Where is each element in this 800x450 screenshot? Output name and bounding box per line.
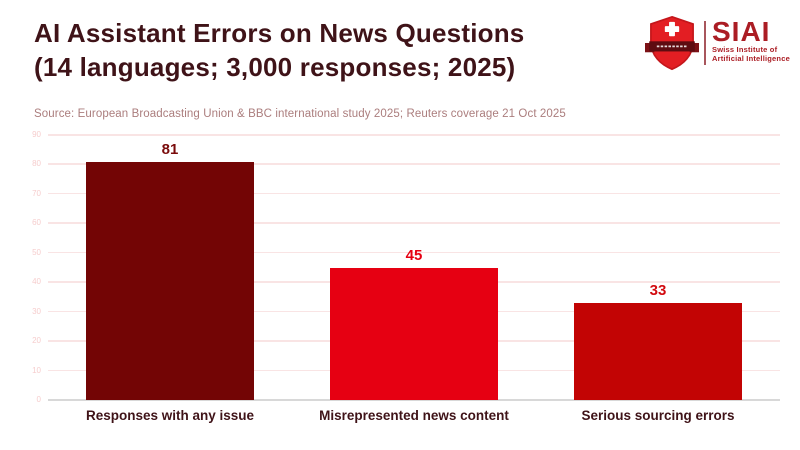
x-axis-labels: Responses with any issue Misrepresented n… [48,408,780,423]
gridline [48,251,780,254]
y-tick-label: 60 [32,218,41,228]
plot-area: 81 45 33 [48,134,780,401]
y-tick-label: 40 [32,277,41,287]
title-line-2: (14 languages; 3,000 responses; 2025) [34,52,516,82]
y-axis: 0 10 20 30 40 50 60 70 80 90 [0,130,44,404]
category-label: Misrepresented news content [319,408,509,423]
bar-value-label: 33 [649,281,667,299]
page-title: AI Assistant Errors on News Questions (1… [34,16,524,84]
ribbon-band [649,41,695,52]
logo-tagline-line-2: Artificial Intelligence [712,53,790,63]
category-label: Serious sourcing errors [581,408,735,423]
logo-tagline-line-1: Swiss Institute of [712,45,778,54]
bar-slot: 33 [536,135,780,400]
logo-acronym: SIAI [712,16,771,47]
gridline [48,163,780,165]
y-tick-label: 90 [32,130,41,139]
bar-value-label: 45 [405,246,423,264]
y-tick-label: 10 [32,365,41,375]
source-attribution: Source: European Broadcasting Union & BB… [34,108,566,120]
y-tick-label: 30 [32,306,41,316]
siai-shield-icon [645,15,699,71]
bar-value-label: 81 [161,140,179,158]
y-tick-label: 80 [32,159,41,169]
category-label: Responses with any issue [85,408,255,423]
y-tick-label: 20 [32,336,41,346]
siai-logo: SIAI Swiss Institute of Artificial Intel… [645,14,790,72]
title-line-1: AI Assistant Errors on News Questions [34,18,525,48]
bar-slot: 81 [48,135,292,400]
bar [86,161,254,400]
y-tick-label: 70 [32,188,41,198]
bars-container: 81 45 33 [48,135,780,400]
y-tick-label: 0 [36,395,41,404]
y-tick-label: 50 [32,247,41,257]
gridline [48,222,780,224]
gridline [48,192,780,195]
gridline [48,134,780,136]
bar-slot: 45 [292,135,536,400]
logo-divider [704,21,706,65]
x-axis-baseline [48,399,780,401]
logo-text: SIAI Swiss Institute of Artificial Intel… [712,14,790,63]
bar [330,267,498,400]
bar [574,302,742,400]
